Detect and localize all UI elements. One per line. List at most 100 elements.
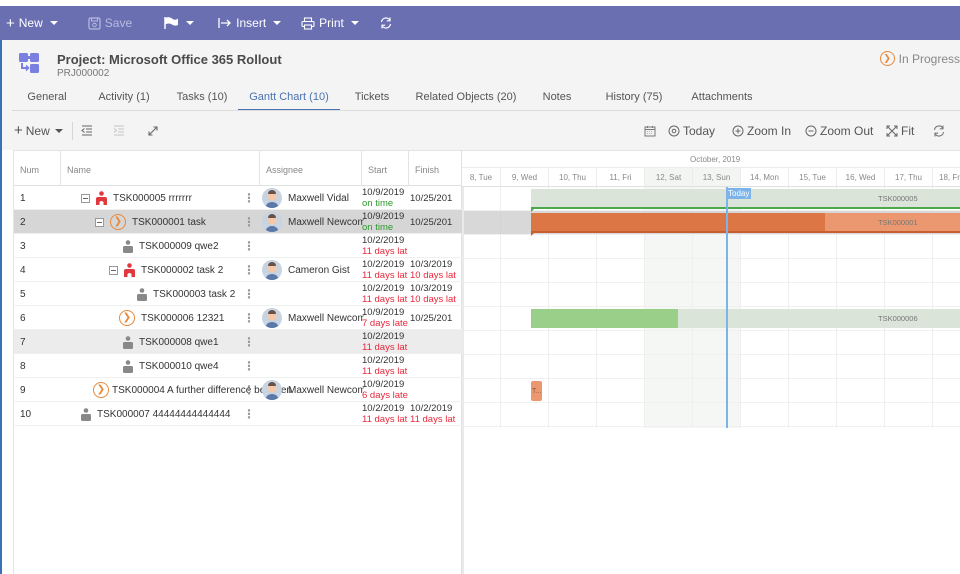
column-header-start[interactable]: Start [362,151,409,186]
print-button[interactable]: Print [301,16,359,30]
toolbar-separator [72,121,73,140]
row-menu-icon[interactable]: ⋮ [245,383,253,397]
chevron-down-icon [350,21,359,25]
tab-related-objects[interactable]: Related Objects (20) [415,91,517,103]
task-name[interactable]: TSK000004 A further difference between [112,384,292,396]
bar-progress [531,309,678,328]
row-num: 4 [20,264,26,276]
table-row[interactable]: 9 ❯ TSK000004 A further difference betwe… [14,378,462,402]
finish-date: 10/2/2019 [410,403,453,414]
save-icon [88,16,101,30]
status-badge[interactable]: ❯ In Progress [879,51,960,66]
task-name[interactable]: TSK000010 qwe4 [139,360,219,372]
table-row[interactable]: 5 TSK000003 task 2 ⋮ 10/2/2019 11 days la… [14,282,462,306]
row-menu-icon[interactable]: ⋮ [245,407,253,421]
fit-icon [886,125,898,136]
fit-button[interactable]: Fit [886,124,914,138]
today-line [726,187,728,428]
zoom-out-button[interactable]: Zoom Out [805,124,873,138]
table-row[interactable]: 7 TSK000008 qwe1 ⋮ 10/2/2019 11 days lat [14,330,462,354]
gantt-row [462,403,960,427]
row-num: 5 [20,288,26,300]
gantt-row [462,283,960,307]
start-status: 11 days lat [362,270,408,281]
gantt-row [462,331,960,355]
column-header-num[interactable]: Num [14,151,61,186]
row-menu-icon[interactable]: ⋮ [245,239,253,253]
gantt-bar-tsk000001[interactable]: TSK000001 [531,213,960,231]
assignee-name: Maxwell Vidal [288,192,349,204]
gantt-bar-tsk000006[interactable]: TSK000006 [531,309,960,328]
day-column [837,187,885,428]
new-label: New [18,16,43,30]
tab-gantt-chart[interactable]: Gantt Chart (10) [238,85,340,111]
column-header-finish[interactable]: Finish [415,165,440,175]
splitter[interactable] [462,187,464,574]
gantt-toolbar: + New Today Zoom In Zoom Out Fit [2,111,960,150]
task-name[interactable]: TSK000007 44444444444444 [97,408,231,420]
gantt-bar-tsk000004[interactable]: T... [531,381,542,401]
row-menu-icon[interactable]: ⋮ [245,359,253,373]
row-menu-icon[interactable]: ⋮ [245,215,253,229]
start-status: 11 days lat [362,414,408,425]
chevron-down-icon [273,21,282,25]
task-name[interactable]: TSK000002 task 2 [141,264,224,276]
refresh-button[interactable] [379,16,393,30]
new-button[interactable]: + New [6,16,58,31]
tab-tickets[interactable]: Tickets [354,91,390,103]
table-row[interactable]: 4 TSK000002 task 2 ⋮ Cameron Gist 10/2/2… [14,258,462,282]
tab-activity[interactable]: Activity (1) [98,91,150,103]
column-header-name[interactable]: Name [61,151,260,186]
timeline-day: 9, Wed [501,168,549,187]
today-button[interactable]: Today [668,124,715,138]
save-button[interactable]: Save [88,16,132,30]
row-menu-icon[interactable]: ⋮ [245,191,253,205]
row-num: 6 [20,312,26,324]
start-date: 10/2/2019 [362,283,405,294]
refresh-icon[interactable] [932,124,946,138]
table-row[interactable]: 6 ❯ TSK000006 12321 ⋮ Maxwell Newcomb 10… [14,306,462,330]
tab-tasks[interactable]: Tasks (10) [176,91,228,103]
user-task-icon [137,287,147,301]
tab-notes[interactable]: Notes [542,91,572,103]
fit-label: Fit [901,123,915,138]
task-name[interactable]: TSK000006 12321 [141,312,225,324]
outdent-icon[interactable] [81,125,93,136]
tab-history[interactable]: History (75) [605,91,663,103]
gantt-new-button[interactable]: + New [14,123,63,138]
table-row[interactable]: 2 ❯ TSK000001 task ⋮ Maxwell Newcomb 10/… [14,210,462,234]
day-column [462,187,501,428]
row-menu-icon[interactable]: ⋮ [245,287,253,301]
flag-button[interactable] [164,17,195,29]
task-name[interactable]: TSK000003 task 2 [153,288,236,300]
table-row[interactable]: 10 TSK000007 44444444444444 ⋮ 10/2/2019 1… [14,402,462,426]
calendar-icon[interactable] [644,125,656,137]
gantt-chart[interactable]: October, 2019 8, Tue 9, Wed 10, Thu 11, … [462,150,960,574]
table-row[interactable]: 8 TSK000010 qwe4 ⋮ 10/2/2019 11 days lat [14,354,462,378]
finish-status: 11 days lat [410,414,456,425]
indent-icon[interactable] [113,125,125,136]
gantt-new-label: New [25,123,50,138]
column-header-assignee[interactable]: Assignee [260,151,362,186]
task-name[interactable]: TSK000008 qwe1 [139,336,219,348]
row-menu-icon[interactable]: ⋮ [245,335,253,349]
task-name[interactable]: TSK000005 rrrrrrr [113,192,192,204]
task-name[interactable]: TSK000009 qwe2 [139,240,219,252]
expand-icon[interactable] [147,125,159,137]
tab-general[interactable]: General [27,91,67,103]
tab-attachments[interactable]: Attachments [691,91,753,103]
row-menu-icon[interactable]: ⋮ [245,311,253,325]
table-row[interactable]: 3 TSK000009 qwe2 ⋮ 10/2/2019 11 days lat [14,234,462,258]
insert-button[interactable]: Insert [218,16,282,30]
timeline-month-header: October, 2019 [462,151,960,168]
window-top-strip [0,0,960,6]
collapse-icon[interactable] [81,193,90,203]
start-status: on time [362,198,394,209]
collapse-icon[interactable] [109,265,118,275]
chevron-down-icon [49,21,58,25]
table-row[interactable]: 1 TSK000005 rrrrrrr ⋮ Maxwell Vidal 10/9… [14,186,462,210]
row-menu-icon[interactable]: ⋮ [245,263,253,277]
collapse-icon[interactable] [95,217,104,227]
task-name[interactable]: TSK000001 task [132,216,206,228]
zoom-in-button[interactable]: Zoom In [732,124,791,138]
